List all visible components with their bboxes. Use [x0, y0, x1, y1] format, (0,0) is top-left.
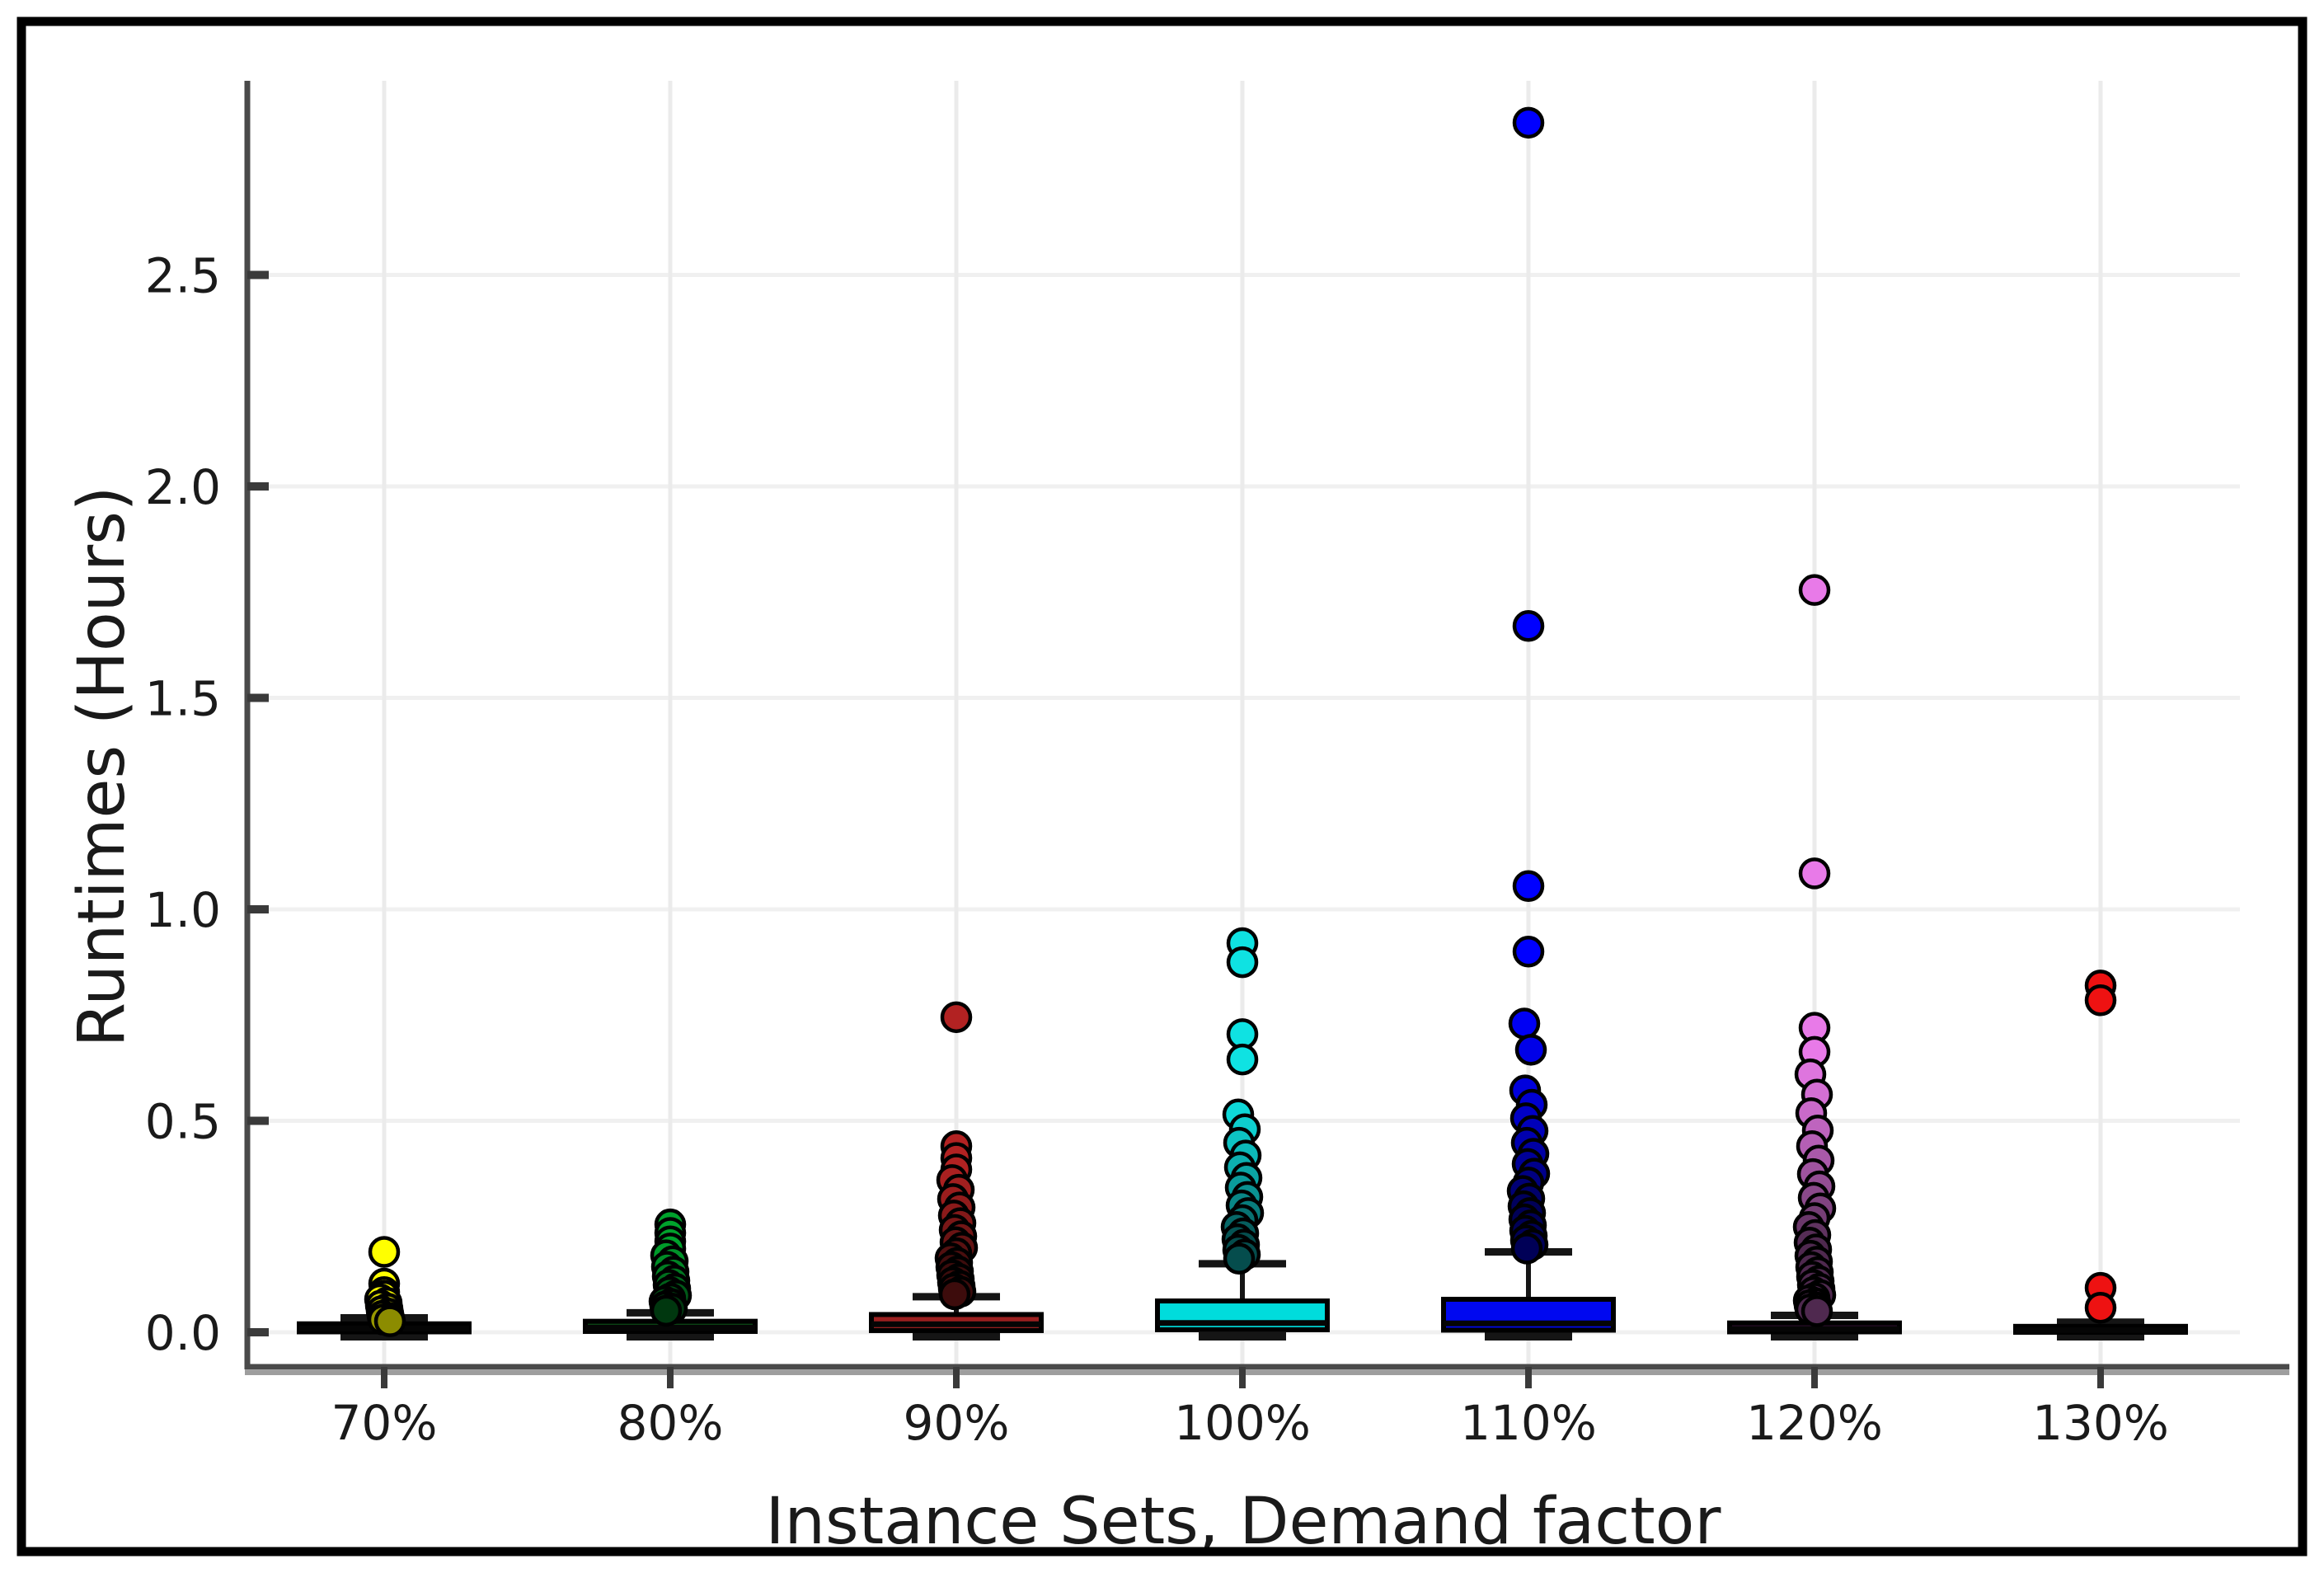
outlier-point-100%-1 — [1226, 946, 1259, 979]
outlier-point-110%-0 — [1512, 106, 1545, 139]
outlier-point-120%-1 — [1798, 857, 1831, 890]
x-tick-label-110%: 110% — [1460, 1395, 1597, 1451]
outlier-point-110%-3 — [1512, 936, 1545, 968]
y-tick-label-0.0: 0.0 — [145, 1305, 221, 1361]
box-group-70% — [297, 1236, 472, 1341]
outlier-point-70%-0 — [368, 1236, 401, 1268]
outlier-point-130%-3 — [2084, 1291, 2117, 1324]
x-tick-label-120%: 120% — [1746, 1395, 1883, 1451]
box-group-110% — [1441, 106, 1616, 1341]
x-axis-title: Instance Sets, Demand factor — [766, 1485, 1722, 1559]
figure-border — [16, 16, 2308, 1557]
box-group-80% — [583, 1208, 758, 1341]
outlier-point-90%-0 — [940, 1001, 973, 1034]
outlier-point-130%-1 — [2084, 984, 2117, 1017]
x-tick-label-100%: 100% — [1174, 1395, 1311, 1451]
y-tick-label-0.5: 0.5 — [145, 1094, 221, 1150]
x-tick-label-90%: 90% — [904, 1395, 1010, 1451]
grid-layer — [247, 81, 2240, 1367]
outlier-point-100%-3 — [1226, 1043, 1259, 1076]
x-tick-label-70%: 70% — [331, 1395, 438, 1451]
tick-label-layer: 0.0 0.5 1.0 1.5 2.0 2.5 70% 80% 90% 100% 110% 120% 1… — [145, 248, 2169, 1452]
outlier-point-70%-13 — [373, 1305, 406, 1337]
outlier-point-110%-5 — [1514, 1034, 1547, 1066]
box-group-100% — [1155, 927, 1330, 1341]
outlier-point-100%-21 — [1223, 1242, 1256, 1275]
x-tick-label-130%: 130% — [2032, 1395, 2169, 1451]
box-group-120% — [1727, 574, 1902, 1341]
outlier-point-110%-4 — [1508, 1007, 1541, 1040]
box-group-130% — [2013, 970, 2188, 1341]
box-group-90% — [869, 1001, 1044, 1341]
outlier-point-120%-35 — [1801, 1295, 1833, 1327]
outlier-point-80%-19 — [650, 1294, 683, 1327]
outlier-point-110%-25 — [1510, 1233, 1543, 1265]
y-tick-label-1.5: 1.5 — [145, 671, 221, 727]
y-tick-label-2.5: 2.5 — [145, 248, 221, 304]
outlier-point-110%-2 — [1512, 870, 1545, 903]
y-tick-label-1.0: 1.0 — [145, 882, 221, 938]
x-tick-label-80%: 80% — [617, 1395, 724, 1451]
outlier-point-90%-25 — [938, 1278, 971, 1311]
outlier-point-120%-0 — [1798, 574, 1831, 606]
axes-layer — [244, 81, 2289, 1388]
outlier-point-110%-1 — [1512, 610, 1545, 642]
y-tick-label-2.0: 2.0 — [145, 459, 221, 515]
data-layer — [297, 106, 2188, 1341]
y-axis-title: Runtimes (Hours) — [65, 486, 139, 1048]
